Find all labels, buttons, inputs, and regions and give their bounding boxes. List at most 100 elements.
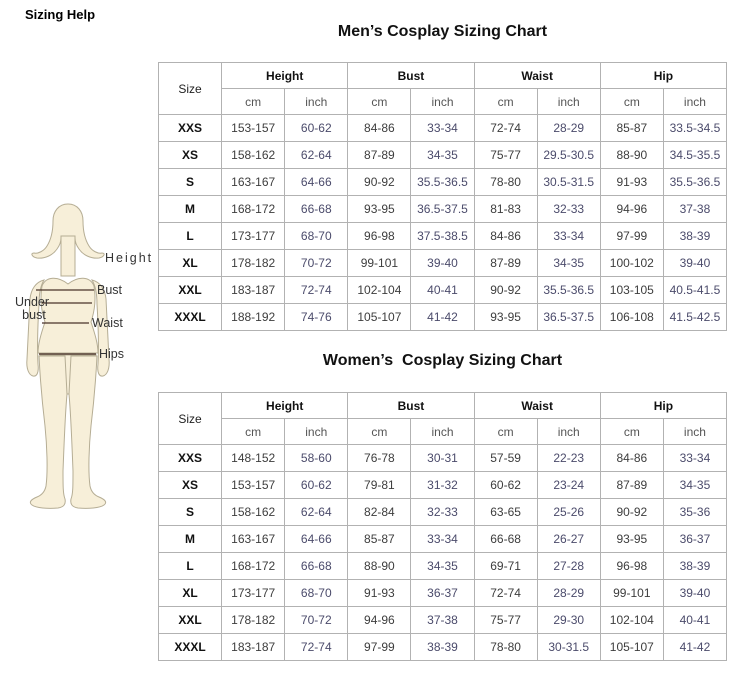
value-cell: 93-95 — [473, 303, 538, 331]
value-cell: 76-78 — [347, 444, 412, 472]
column-unit-cm: cm — [221, 418, 286, 445]
measurement-labels: Height Bust Under bust Waist Hips — [15, 251, 151, 361]
value-cell: 33-34 — [662, 444, 728, 472]
value-cell: 72-74 — [473, 114, 538, 142]
table-row: S 158-162 62-64 82-84 32-33 63-65 25-26 90-92 35… — [157, 498, 728, 526]
right-arm-shape — [90, 279, 110, 377]
size-cell: XS — [157, 471, 223, 499]
value-cell: 29.5-30.5 — [536, 141, 601, 169]
table-row: L 168-172 66-68 88-90 34-35 69-71 27-28 96-98 38… — [157, 552, 728, 580]
value-cell: 34-35 — [536, 249, 601, 277]
mens-table-header: Size Height Bust Waist Hip cm inch cm inch cm inch… — [157, 62, 728, 115]
under-bust-label-line2: bust — [22, 308, 46, 322]
value-cell: 34.5-35.5 — [662, 141, 728, 169]
column-unit-cm: cm — [473, 88, 538, 115]
value-cell: 79-81 — [347, 471, 412, 499]
value-cell: 38-39 — [662, 222, 728, 250]
value-cell: 72-74 — [284, 633, 349, 661]
value-cell: 22-23 — [536, 444, 601, 472]
value-cell: 39-40 — [662, 249, 728, 277]
value-cell: 39-40 — [410, 249, 475, 277]
value-cell: 183-187 — [221, 276, 286, 304]
column-unit-inch: inch — [284, 88, 349, 115]
value-cell: 84-86 — [347, 114, 412, 142]
value-cell: 87-89 — [599, 471, 664, 499]
column-group-hip: Hip — [599, 62, 728, 89]
value-cell: 173-177 — [221, 222, 286, 250]
value-cell: 103-105 — [599, 276, 664, 304]
size-cell: XL — [157, 249, 223, 277]
value-cell: 35-36 — [662, 498, 728, 526]
value-cell: 72-74 — [284, 276, 349, 304]
value-cell: 64-66 — [284, 525, 349, 553]
value-cell: 26-27 — [536, 525, 601, 553]
value-cell: 178-182 — [221, 606, 286, 634]
value-cell: 33.5-34.5 — [662, 114, 728, 142]
value-cell: 28-29 — [536, 114, 601, 142]
value-cell: 84-86 — [599, 444, 664, 472]
value-cell: 60-62 — [284, 114, 349, 142]
column-unit-cm: cm — [347, 88, 412, 115]
value-cell: 64-66 — [284, 168, 349, 196]
left-leg-shape — [29, 355, 68, 509]
value-cell: 62-64 — [284, 141, 349, 169]
value-cell: 66-68 — [284, 552, 349, 580]
table-row: S 163-167 64-66 90-92 35.5-36.5 78-80 30.5-31.… — [157, 168, 728, 196]
value-cell: 31-32 — [410, 471, 475, 499]
column-unit-inch: inch — [410, 88, 475, 115]
value-cell: 30.5-31.5 — [536, 168, 601, 196]
value-cell: 102-104 — [347, 276, 412, 304]
value-cell: 96-98 — [347, 222, 412, 250]
womens-table-body: XXS 148-152 58-60 76-78 30-31 57-59 22-23 84-86… — [157, 444, 728, 661]
value-cell: 173-177 — [221, 579, 286, 607]
value-cell: 35.5-36.5 — [536, 276, 601, 304]
table-row: XS 158-162 62-64 87-89 34-35 75-77 29.5-30.5 88… — [157, 141, 728, 169]
value-cell: 168-172 — [221, 195, 286, 223]
value-cell: 178-182 — [221, 249, 286, 277]
value-cell: 88-90 — [347, 552, 412, 580]
under-bust-label-line1: Under — [15, 295, 49, 309]
value-cell: 60-62 — [284, 471, 349, 499]
column-unit-cm: cm — [221, 88, 286, 115]
column-unit-inch: inch — [536, 88, 601, 115]
column-group-hip: Hip — [599, 392, 728, 419]
table-row: M 163-167 64-66 85-87 33-34 66-68 26-27 93-95 36… — [157, 525, 728, 553]
value-cell: 36-37 — [662, 525, 728, 553]
size-cell: XXXL — [157, 633, 223, 661]
column-unit-inch: inch — [284, 418, 349, 445]
value-cell: 40-41 — [662, 606, 728, 634]
value-cell: 97-99 — [347, 633, 412, 661]
table-row: M 168-172 66-68 93-95 36.5-37.5 81-83 32-33 94-… — [157, 195, 728, 223]
mens-sizing-table: Size Height Bust Waist Hip cm inch cm inch cm inch… — [157, 62, 728, 331]
value-cell: 41.5-42.5 — [662, 303, 728, 331]
value-cell: 163-167 — [221, 168, 286, 196]
value-cell: 38-39 — [410, 633, 475, 661]
value-cell: 39-40 — [662, 579, 728, 607]
value-cell: 106-108 — [599, 303, 664, 331]
value-cell: 28-29 — [536, 579, 601, 607]
value-cell: 60-62 — [473, 471, 538, 499]
column-group-height: Height — [221, 62, 349, 89]
womens-table-header: Size Height Bust Waist Hip cm inch cm inch cm inch… — [157, 392, 728, 445]
table-row: XS 153-157 60-62 79-81 31-32 60-62 23-24 87-89 3… — [157, 471, 728, 499]
measurement-lines — [36, 289, 96, 355]
value-cell: 88-90 — [599, 141, 664, 169]
value-cell: 163-167 — [221, 525, 286, 553]
value-cell: 70-72 — [284, 249, 349, 277]
value-cell: 90-92 — [599, 498, 664, 526]
value-cell: 99-101 — [347, 249, 412, 277]
value-cell: 33-34 — [536, 222, 601, 250]
size-cell: M — [157, 525, 223, 553]
value-cell: 62-64 — [284, 498, 349, 526]
value-cell: 75-77 — [473, 141, 538, 169]
value-cell: 35.5-36.5 — [662, 168, 728, 196]
value-cell: 78-80 — [473, 633, 538, 661]
column-header-size: Size — [157, 392, 223, 445]
column-group-waist: Waist — [473, 392, 601, 419]
size-cell: S — [157, 498, 223, 526]
table-row: XXXL 188-192 74-76 105-107 41-42 93-95 36.5-37… — [157, 303, 728, 331]
value-cell: 68-70 — [284, 222, 349, 250]
size-cell: XS — [157, 141, 223, 169]
value-cell: 37-38 — [662, 195, 728, 223]
